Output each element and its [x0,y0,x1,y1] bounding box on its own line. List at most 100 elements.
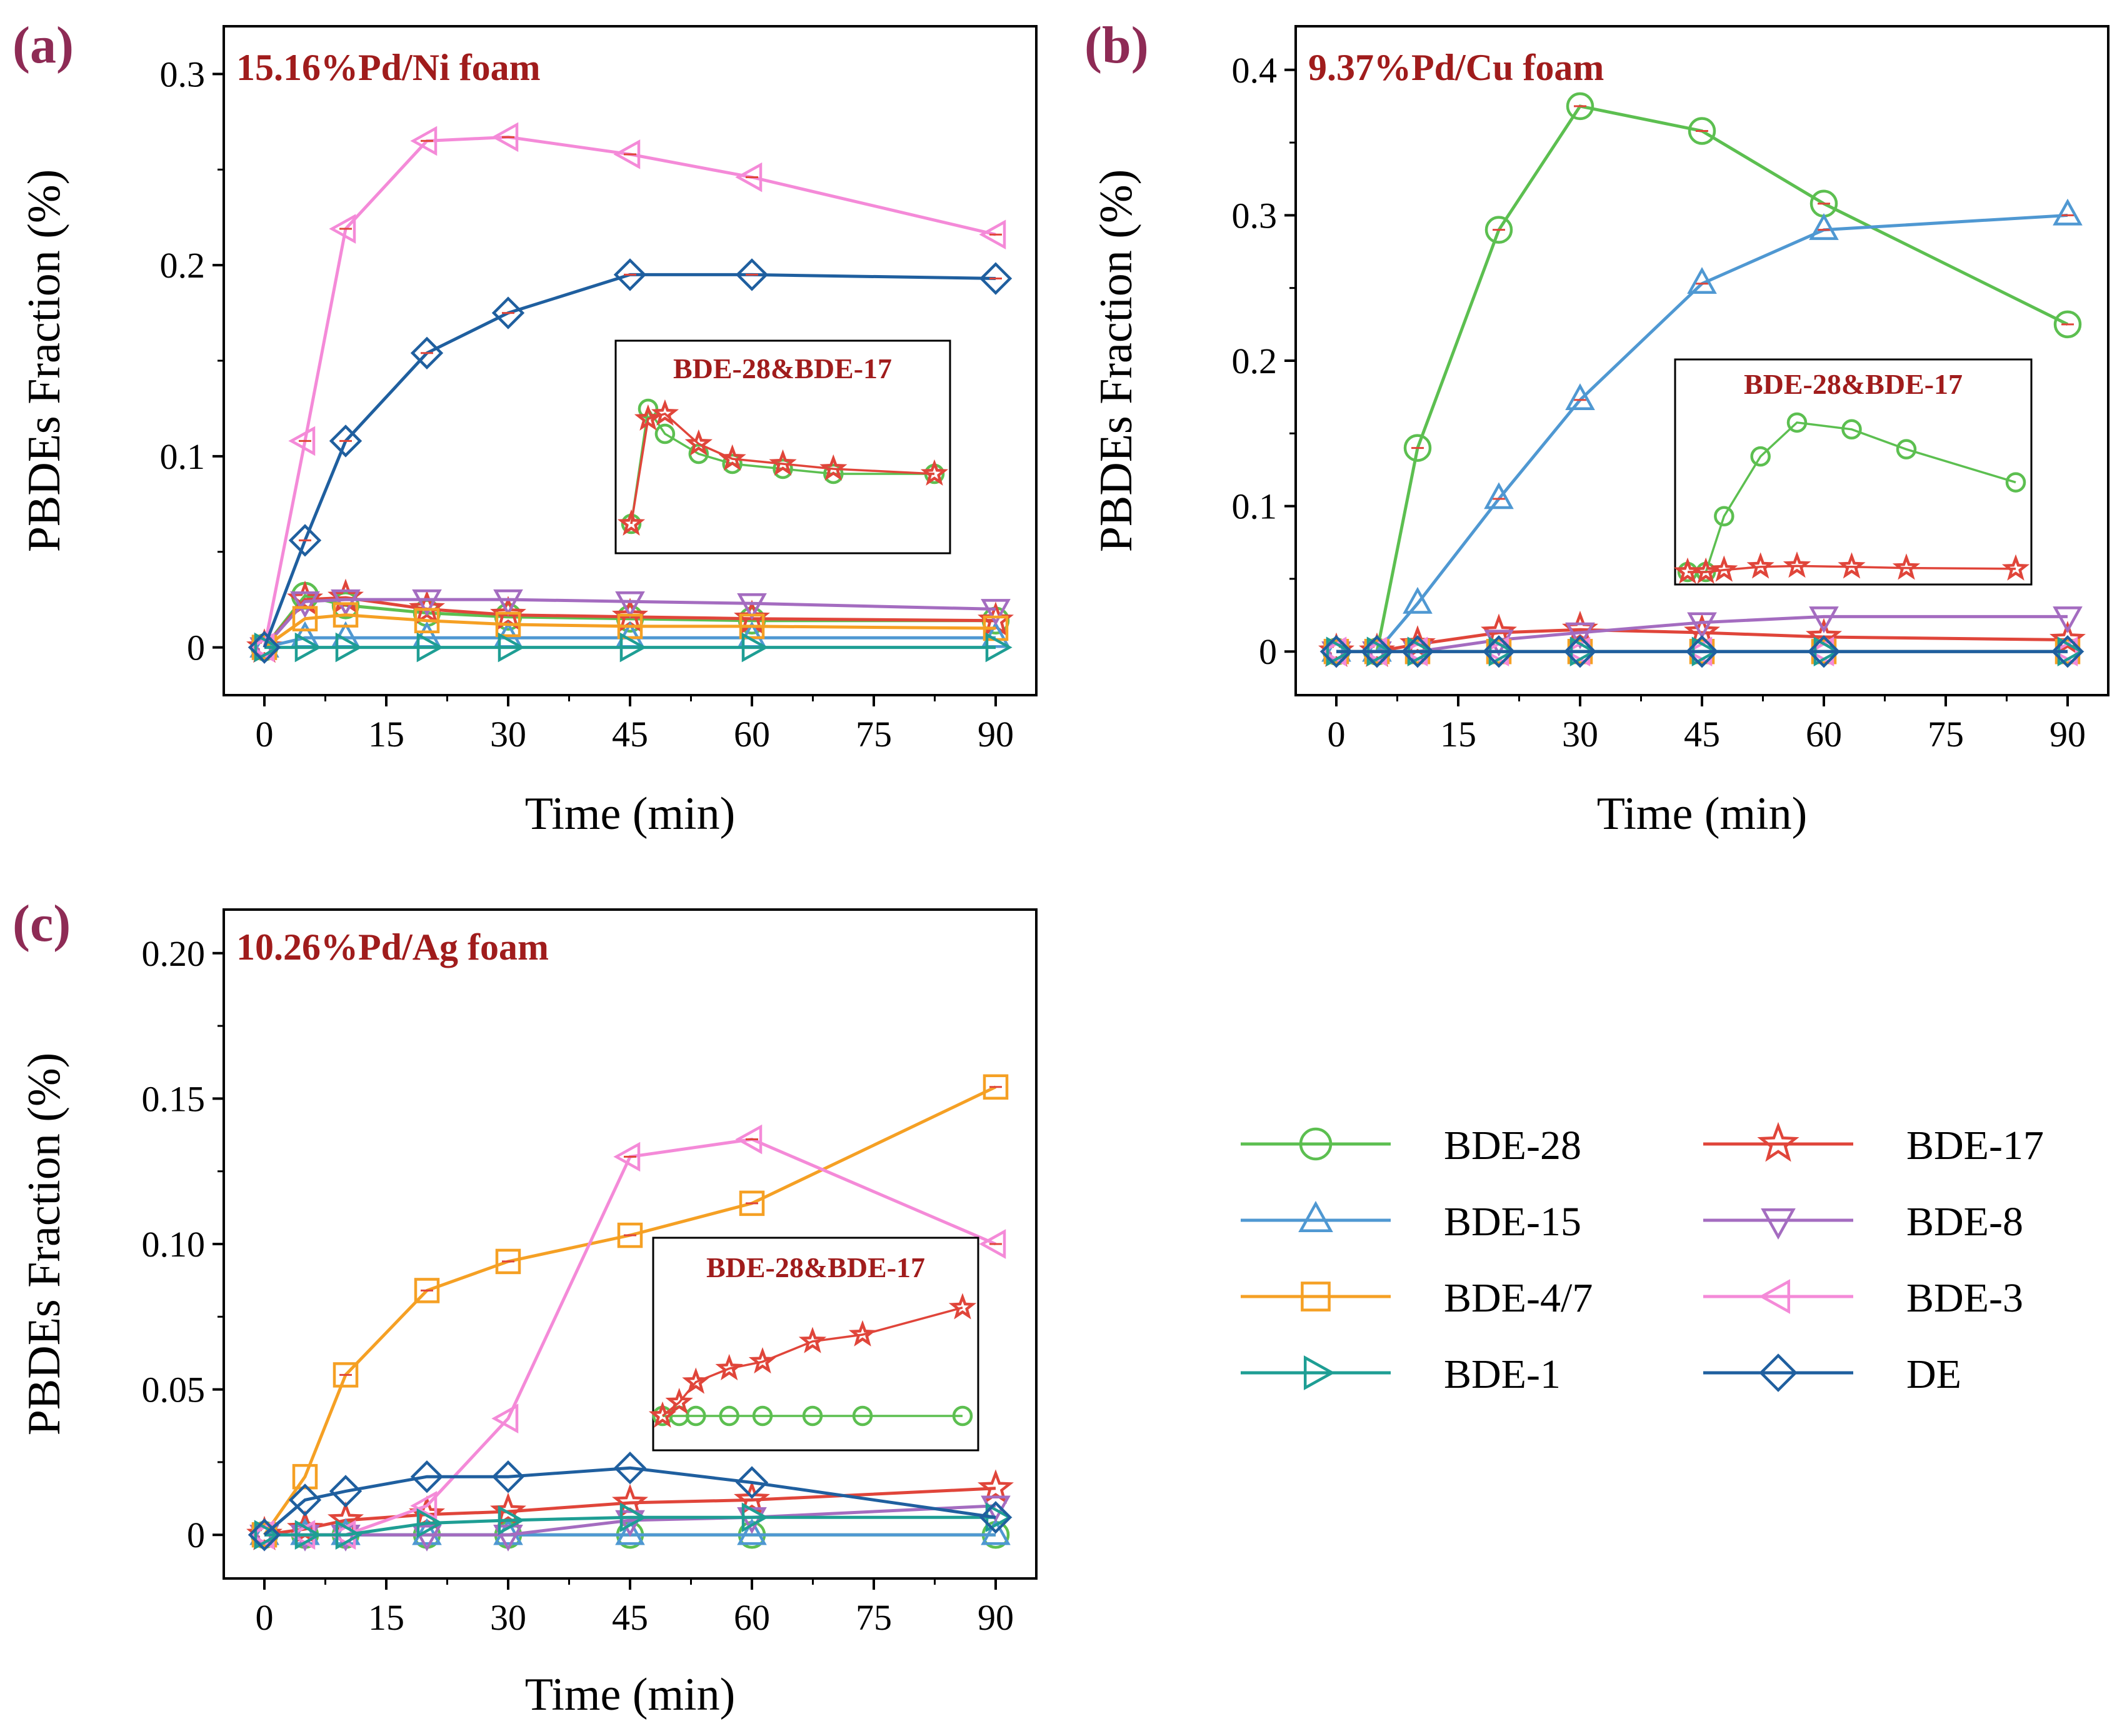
panel-c-inset-point-bde-17 [948,1293,977,1320]
panel-c-point-bde-4-7 [495,1248,521,1275]
panel-c-xtick-label-90: 90 [978,1597,1014,1638]
panel-a-ytick-label-0.1: 0.1 [160,436,206,477]
panel-a-point-bde-4-7 [495,611,521,638]
panel-b-point-bde-28 [1688,117,1716,145]
panel-c-inset-point-bde-28 [719,1405,739,1427]
panel-c-xtick-label-75: 75 [856,1597,892,1638]
panel-a-point-de [613,258,647,291]
legend-marker-bde-15 [1298,1200,1333,1233]
panel-c-series [246,1074,1014,1552]
panel-c-title: 10.26%Pd/Ag foam [236,926,549,968]
panel-a-inset-point-bde-17 [684,429,713,456]
panel-c-line-bde-17 [264,1487,996,1537]
panel-a-series [246,122,1014,665]
panel-c-inset-point-bde-28 [802,1405,823,1427]
panel-c-xtick-label-15: 15 [368,1597,404,1638]
panel-a-point-bde-8 [737,593,767,620]
panel-b-inset-frame [1674,358,2033,586]
panel-b-xtick-label-0: 0 [1328,714,1346,755]
panel-c-point-bde-1 [741,1502,769,1533]
panel-c-point-bde-15 [412,1518,442,1545]
legend-marker-bde-17 [1757,1121,1799,1162]
panel-c-point-de [613,1452,647,1485]
panel-b-inset-point-bde-17 [1838,552,1866,579]
panel-b-ytick-label-0.2: 0.2 [1232,341,1278,381]
panel-b-point-bde-28 [1566,92,1594,121]
panel-b-ytick-label-0.1: 0.1 [1232,486,1278,527]
panel-a-point-de [735,258,769,291]
panel-b-point-bde-28 [2053,310,2082,339]
panel-a-point-de [329,424,363,458]
panel-a-line-bde-28 [263,594,996,649]
legend-label-de: DE [1906,1352,1961,1397]
panel-a-ytick-label-0.2: 0.2 [160,245,206,286]
panel-b-point-de [1563,635,1597,668]
panel-a-inset-point-bde-17 [769,449,797,476]
panel-b-point-bde-8 [2053,606,2083,634]
panel-a-line-bde-3 [263,135,996,648]
panel-c-point-bde-8 [493,1524,523,1552]
panel-c-point-bde-17 [490,1492,526,1527]
panel-a-point-bde-8 [981,599,1011,626]
panel-a-line-bde-4-7 [263,613,996,649]
panel-c-point-bde-4-7 [739,1190,765,1217]
panel-b-point-de [1360,635,1394,668]
panel-a-point-bde-17 [490,596,526,631]
panel-c-point-bde-1 [498,1505,525,1535]
panel-b-inset-series [1673,412,2030,584]
panel-b-inset-point-bde-28 [1841,419,1862,440]
panel-c-point-bde-3 [410,1490,438,1521]
panel-c-inset-point-bde-28 [952,1405,973,1427]
panel-a-inset-title: BDE-28&BDE-17 [673,353,892,384]
panel-c-point-bde-1 [416,1508,444,1538]
panel-c-point-bde-17 [978,1469,1014,1504]
panel-b-letter: (b) [1084,16,1149,74]
panel-b-point-bde-15 [1809,213,1839,240]
panel-a-point-bde-1 [498,632,525,663]
panel-c-point-de [329,1475,363,1508]
panel-a-point-bde-3 [735,162,763,193]
panel-a-inset-point-bde-28 [823,463,844,484]
panel-b-inset-line-bde-17 [1688,564,2016,573]
legend-marker-bde-28 [1299,1127,1333,1161]
legend-marker-bde-4-7 [1301,1282,1331,1312]
panel-c-line-de [263,1466,996,1537]
panel-a-xtick-label-30: 30 [490,714,526,755]
panel-a-inset-frame [614,339,951,554]
panel-c-point-de [288,1483,322,1517]
panel-c-point-bde-3 [735,1124,763,1155]
panel-c-point-bde-3 [491,1403,519,1433]
panel-b: (b) 9.37%Pd/Cu foam 0 15 30 45 60 75 90 0 0.1 0.2… [1084,16,2109,840]
panel-c-axes: 0 15 30 45 60 75 90 0 0.05 0.10 0.15 0.20 [142,933,1014,1638]
legend-label-bde-28: BDE-28 [1444,1123,1581,1168]
panel-b-inset-point-bde-17 [1783,551,1811,578]
legend-marker-bde-8 [1761,1208,1796,1240]
panel-c-ylabel: PBDEs Fraction (%) [19,1053,70,1436]
panel-c-point-bde-1 [619,1502,647,1533]
panel-a-point-bde-4-7 [739,613,765,640]
panel-b-point-bde-3 [2051,636,2078,667]
panel-b-point-de [1401,635,1434,668]
panel-c-inset-point-bde-17 [648,1401,677,1428]
legend-label-bde-15: BDE-15 [1444,1199,1581,1245]
panel-b-inset-point-bde-17 [1892,553,1921,580]
panel-a-inset-point-bde-17 [819,454,848,481]
panel-a-point-bde-4-7 [617,613,643,640]
panel-a-inset-point-bde-28 [638,398,659,419]
panel-a-point-bde-1 [335,632,363,663]
legend-label-bde-4-7: BDE-4/7 [1444,1275,1593,1321]
panel-a-inset-point-bde-28 [654,423,676,444]
panel-a-inset-point-bde-28 [688,443,709,464]
panel-a-point-bde-3 [410,126,438,156]
panel-c-line-bde-4-7 [263,1085,997,1536]
panel-c-inset-point-bde-17 [682,1367,710,1394]
panel-c-inset-point-bde-28 [686,1405,706,1427]
panel-b-point-bde-15 [1565,383,1595,411]
panel-c-point-bde-8 [412,1524,442,1552]
panel-c-xtick-label-0: 0 [256,1597,274,1638]
panel-b-point-de [1319,635,1353,668]
panel-c-inset-point-bde-17 [848,1320,877,1347]
legend: BDE-28 BDE-17 BDE-15 BDE-8 BDE-4/7 BDE-3 BDE-1… [1241,1121,2044,1397]
panel-a-ytick-label-0.3: 0.3 [160,54,206,94]
